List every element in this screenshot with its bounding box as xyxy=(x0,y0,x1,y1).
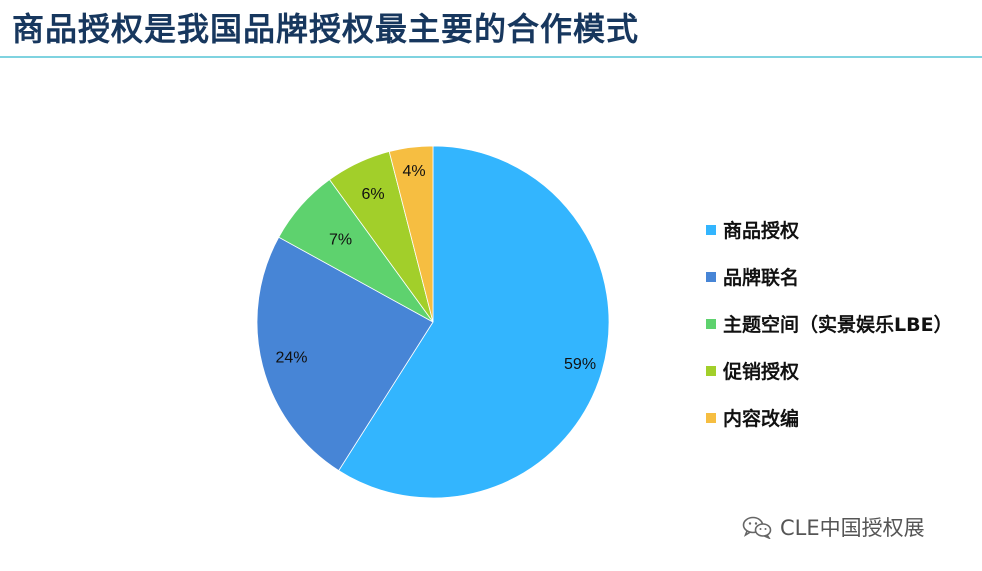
slice-label-4: 6% xyxy=(361,186,384,203)
slice-label-3: 7% xyxy=(329,232,352,249)
pie-slice-1 xyxy=(338,145,610,499)
chart-legend: 商品授权品牌联名主题空间（实景娱乐LBE） 促销授权内容改编 xyxy=(706,206,953,441)
title-divider xyxy=(0,56,982,58)
slice-label-1: 59% xyxy=(564,356,596,373)
legend-item-1: 商品授权 xyxy=(706,206,953,253)
legend-swatch xyxy=(706,412,716,423)
legend-item-4: 促销授权 xyxy=(706,347,953,394)
wechat-icon xyxy=(742,516,772,539)
watermark: CLE中国授权展 xyxy=(742,512,925,542)
legend-label: 促销授权 xyxy=(723,361,800,383)
watermark-text: CLE中国授权展 xyxy=(780,516,925,540)
pie-slice-2 xyxy=(256,236,434,472)
page-title: 商品授权是我国品牌授权最主要的合作模式 xyxy=(12,10,640,48)
legend-label: 商品授权 xyxy=(723,220,800,242)
legend-swatch xyxy=(706,271,716,282)
legend-item-2: 品牌联名 xyxy=(706,253,953,300)
legend-label: 品牌联名 xyxy=(723,267,800,289)
legend-swatch xyxy=(706,224,716,235)
pie-slice-5 xyxy=(388,145,434,323)
legend-label: 内容改编 xyxy=(723,408,800,430)
slice-label-5: 4% xyxy=(402,163,425,180)
legend-swatch xyxy=(706,318,716,329)
legend-swatch xyxy=(706,365,716,376)
legend-label: 主题空间（实景娱乐LBE） xyxy=(723,314,953,336)
slice-label-2: 24% xyxy=(275,350,307,367)
legend-item-5: 内容改编 xyxy=(706,394,953,441)
legend-item-3: 主题空间（实景娱乐LBE） xyxy=(706,300,953,347)
